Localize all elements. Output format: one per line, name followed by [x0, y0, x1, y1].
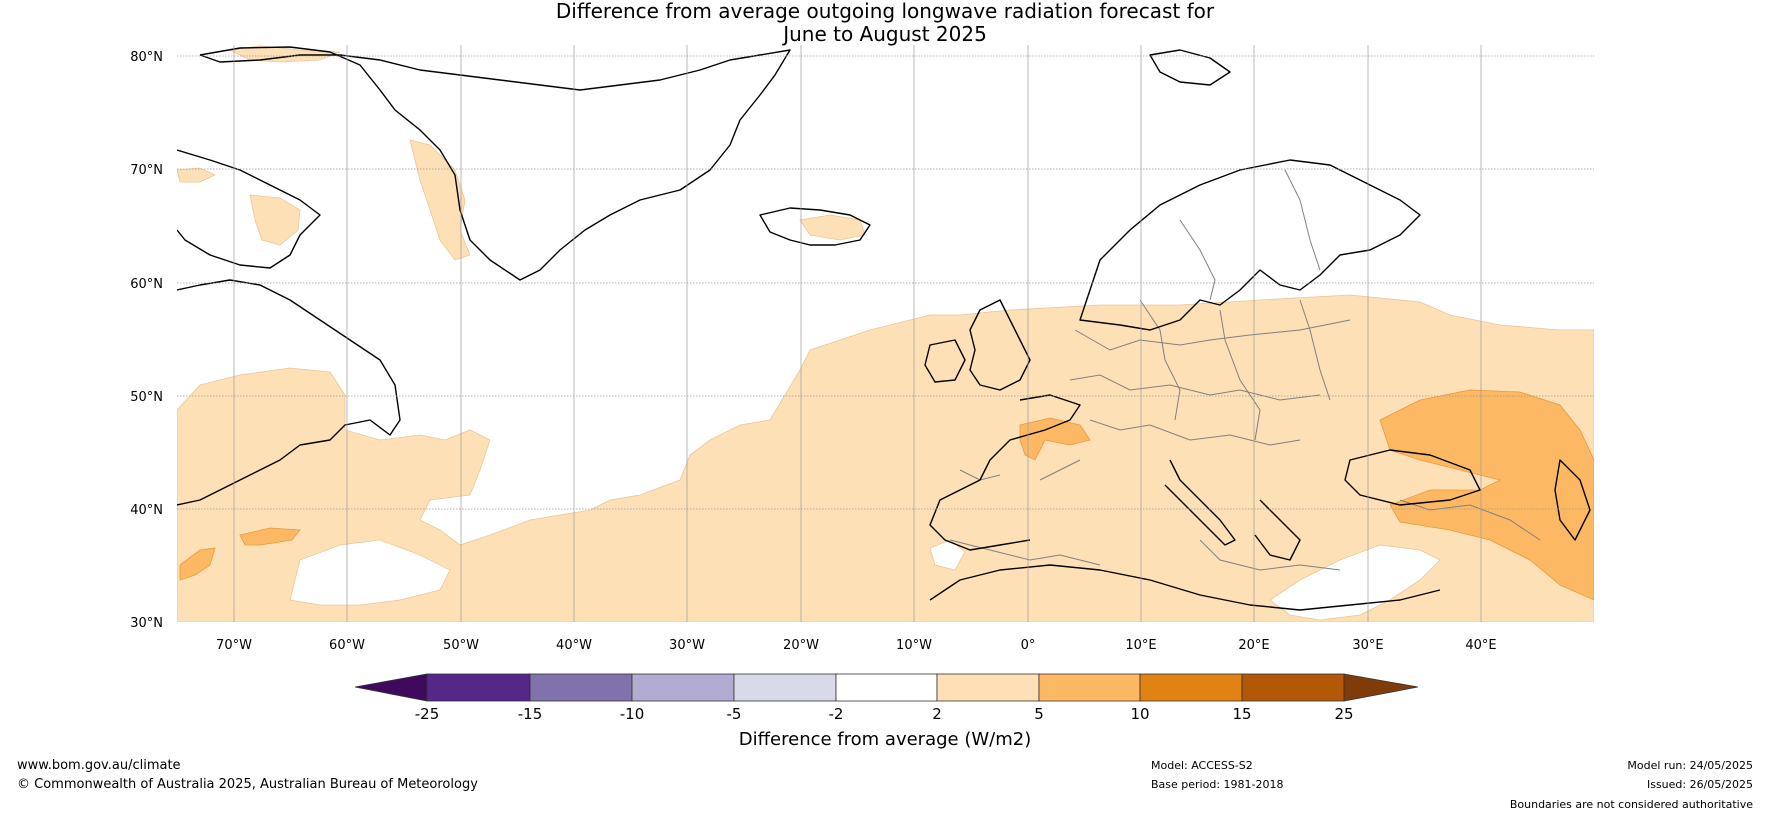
colorbar-tick-label: 10 — [1130, 705, 1149, 723]
coast-greece — [1254, 499, 1301, 561]
lon-label: 30°E — [1352, 638, 1383, 653]
country-borders — [949, 169, 1541, 571]
lon-label: 10°E — [1125, 638, 1156, 653]
lon-label: 20°E — [1238, 638, 1269, 653]
colorbar-bin — [733, 673, 837, 702]
footer-model: Model: ACCESS-S2 — [1151, 759, 1253, 772]
footer-website: www.bom.gov.au/climate — [17, 758, 181, 773]
colorbar-tick-label: -25 — [415, 705, 440, 723]
anomaly-patch-baffin — [249, 194, 301, 246]
anomaly-region-5-10-atlantic — [239, 527, 301, 546]
longitude-labels: 70°W 60°W 50°W 40°W 30°W 20°W 10°W 0° 10… — [216, 638, 1497, 653]
colorbar-bin — [1139, 673, 1243, 702]
anomaly-region-2-5 — [177, 294, 1594, 622]
colorbar-bin — [936, 673, 1040, 702]
colorbar-bin — [1241, 673, 1345, 702]
colorbar-bin — [835, 673, 938, 702]
footer: www.bom.gov.au/climate © Commonwealth of… — [17, 758, 1753, 811]
colorbar-tick-label: 15 — [1232, 705, 1251, 723]
lon-label: 70°W — [216, 638, 252, 653]
coast-iceland — [759, 207, 871, 246]
coast-scandinavia — [1079, 159, 1421, 331]
footer-issued: Issued: 26/05/2025 — [1647, 778, 1753, 791]
title-line-2: June to August 2025 — [783, 22, 987, 46]
colorbar: -25 -15 -10 -5 -2 2 5 10 15 25 Differenc… — [354, 673, 1419, 750]
colorbar-tick-label: 2 — [932, 705, 942, 723]
neutral-gap-libya — [1269, 544, 1441, 621]
coast-baffin — [177, 149, 321, 269]
lon-label: 20°W — [783, 638, 819, 653]
lat-label: 60°N — [130, 277, 163, 292]
anomaly-region-5-10-west — [179, 547, 216, 581]
lat-label: 40°N — [130, 503, 163, 518]
coast-north-africa — [929, 564, 1441, 611]
colorbar-bin — [529, 673, 633, 702]
title-line-1: Difference from average outgoing longwav… — [555, 0, 1215, 23]
coast-labrador — [177, 279, 401, 506]
colorbar-tick-label: 25 — [1334, 705, 1353, 723]
colorbar-tick-label: -2 — [829, 705, 844, 723]
colorbar-bin — [631, 673, 735, 702]
coast-ireland — [924, 339, 966, 383]
lat-label: 70°N — [130, 163, 163, 178]
colorbar-extend-high — [1343, 673, 1419, 702]
coast-italy — [1164, 459, 1236, 546]
colorbar-extend-low — [354, 673, 428, 702]
footer-copyright: © Commonwealth of Australia 2025, Austra… — [17, 777, 478, 792]
lat-label: 80°N — [130, 50, 163, 65]
colorbar-tick-label: -10 — [620, 705, 645, 723]
colorbar-tick-label: 5 — [1034, 705, 1044, 723]
anomaly-patch-canada — [177, 167, 216, 183]
coast-britain — [969, 299, 1031, 391]
colorbar-tick-label: -5 — [727, 705, 742, 723]
lon-label: 40°E — [1465, 638, 1496, 653]
coast-greenland — [199, 46, 791, 281]
lon-label: 10°W — [896, 638, 932, 653]
map-title: Difference from average outgoing longwav… — [0, 0, 1770, 46]
coast-svalbard — [1149, 49, 1231, 86]
lon-label: 30°W — [669, 638, 705, 653]
lon-label: 50°W — [443, 638, 479, 653]
lat-label: 30°N — [130, 616, 163, 631]
coastlines — [177, 46, 1591, 611]
footer-base-period: Base period: 1981-2018 — [1151, 778, 1283, 791]
coast-black-sea — [1344, 449, 1481, 506]
coast-europe-west — [929, 394, 1081, 551]
anomaly-patch-iceland — [799, 214, 866, 241]
colorbar-tick-label: -15 — [518, 705, 543, 723]
latitude-labels: 80°N 70°N 60°N 50°N 40°N 30°N — [130, 50, 163, 631]
colorbar-label: Difference from average (W/m2) — [739, 729, 1031, 750]
lat-label: 50°N — [130, 390, 163, 405]
footer-model-run: Model run: 24/05/2025 — [1627, 759, 1753, 772]
lon-label: 0° — [1021, 638, 1036, 653]
coast-caspian — [1554, 459, 1591, 541]
colorbar-bin — [1038, 673, 1141, 702]
colorbar-bin — [426, 673, 531, 702]
lon-label: 60°W — [329, 638, 365, 653]
footer-disclaimer: Boundaries are not considered authoritat… — [1510, 798, 1753, 811]
lon-label: 40°W — [556, 638, 592, 653]
gridlines — [177, 45, 1594, 622]
anomaly-shading — [177, 45, 1594, 622]
